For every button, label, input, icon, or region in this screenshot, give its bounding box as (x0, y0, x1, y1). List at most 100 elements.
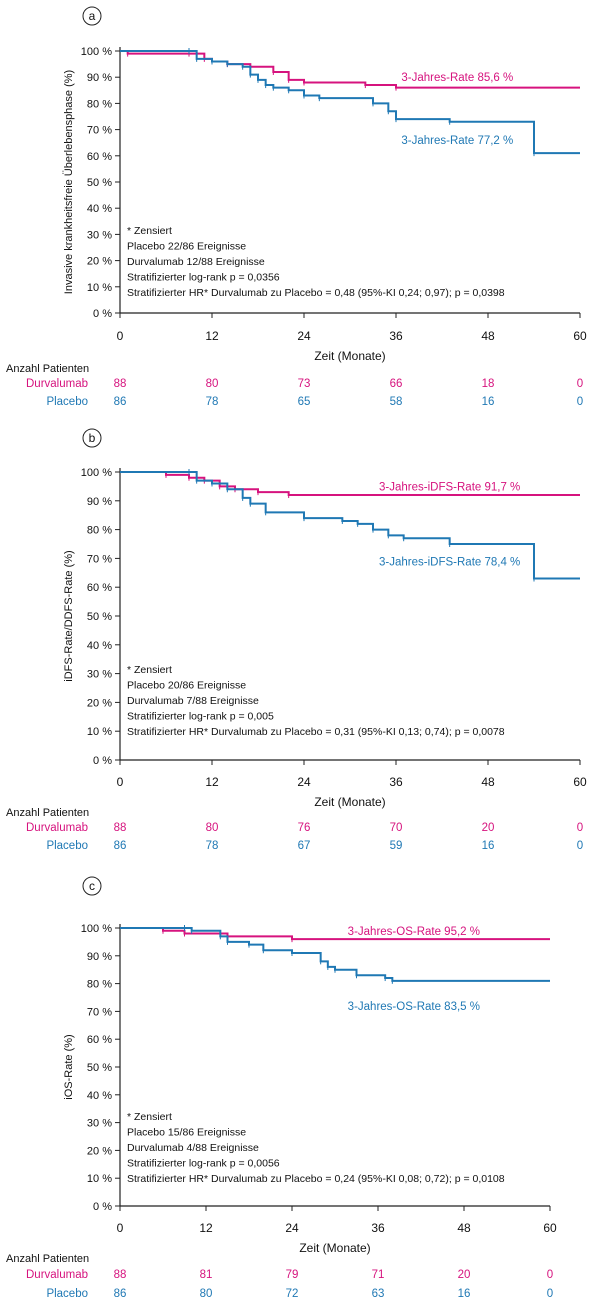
y-axis-label: Invasive krankheitsfreie Überlebensphase… (63, 70, 75, 294)
y-tick-label: 10 % (87, 282, 112, 294)
censored-note: * Zensiert (127, 664, 172, 676)
y-tick-label: 80 % (87, 98, 112, 110)
y-tick-label: 0 % (93, 308, 112, 320)
y-tick-label: 100 % (81, 467, 112, 479)
risk-count-placebo: 0 (577, 396, 583, 408)
stats-line: Durvalumab 4/88 Ereignisse (127, 1142, 259, 1154)
x-tick-label: 36 (389, 329, 403, 343)
y-tick-label: 40 % (87, 1090, 112, 1102)
x-axis-label: Zeit (Monate) (314, 349, 385, 363)
risk-row-label-durvalumab: Durvalumab (26, 378, 88, 390)
stats-line: Placebo 20/86 Ereignisse (127, 680, 246, 692)
x-tick-label: 12 (205, 775, 219, 789)
y-tick-label: 10 % (87, 726, 112, 738)
y-tick-label: 90 % (87, 72, 112, 84)
censored-note: * Zensiert (127, 1111, 172, 1123)
y-tick-label: 0 % (93, 755, 112, 767)
rate-annotation-placebo: 3-Jahres-iDFS-Rate 78,4 % (379, 556, 520, 568)
x-tick-label: 24 (297, 329, 311, 343)
y-tick-label: 70 % (87, 1006, 112, 1018)
rate-annotation-placebo: 3-Jahres-Rate 77,2 % (401, 135, 513, 147)
risk-count-durvalumab: 88 (114, 822, 127, 834)
panel-label-circle (82, 428, 102, 448)
stats-line: Stratifizierter HR* Durvalumab zu Placeb… (127, 1173, 505, 1185)
y-tick-label: 40 % (87, 203, 112, 215)
risk-count-durvalumab: 73 (298, 378, 311, 390)
x-tick-label: 60 (573, 775, 587, 789)
y-tick-label: 100 % (81, 46, 112, 58)
panel-c: c 0 % 10 % 20 % 30 % 40 % 50 % 60 % 70 % 80 % 90 %… (6, 876, 557, 1300)
risk-count-durvalumab: 80 (206, 378, 219, 390)
risk-row-label-durvalumab: Durvalumab (26, 822, 88, 834)
y-tick-label: 20 % (87, 697, 112, 709)
y-tick-label: 60 % (87, 1034, 112, 1046)
censored-note: * Zensiert (127, 225, 172, 237)
stats-line: Stratifizierter HR* Durvalumab zu Placeb… (127, 726, 505, 738)
risk-count-durvalumab: 0 (577, 378, 583, 390)
y-tick-label: 30 % (87, 669, 112, 681)
y-tick-label: 40 % (87, 640, 112, 652)
rate-annotation-placebo: 3-Jahres-OS-Rate 83,5 % (348, 1001, 480, 1013)
stats-line: Placebo 15/86 Ereignisse (127, 1127, 246, 1139)
stats-line: Placebo 22/86 Ereignisse (127, 241, 246, 253)
x-tick-label: 12 (199, 1221, 213, 1235)
y-axis-label: iDFS-Rate/DDFS-Rate (%) (63, 550, 75, 681)
y-tick-label: 80 % (87, 525, 112, 537)
rate-annotation-durvalumab: 3-Jahres-Rate 85,6 % (401, 72, 513, 84)
y-axis-label: iOS-Rate (%) (63, 1034, 75, 1099)
x-tick-label: 48 (481, 775, 495, 789)
y-tick-label: 100 % (81, 923, 112, 935)
risk-count-durvalumab: 80 (206, 822, 219, 834)
rate-annotation-durvalumab: 3-Jahres-iDFS-Rate 91,7 % (379, 481, 520, 493)
risk-count-placebo: 0 (547, 1288, 553, 1300)
x-tick-label: 48 (457, 1221, 471, 1235)
y-tick-label: 30 % (87, 1118, 112, 1130)
x-tick-label: 0 (117, 1221, 124, 1235)
stats-line: Stratifizierter HR* Durvalumab zu Placeb… (127, 287, 505, 299)
risk-count-durvalumab: 70 (390, 822, 403, 834)
risk-count-placebo: 0 (577, 840, 583, 852)
risk-count-durvalumab: 81 (200, 1269, 213, 1281)
y-tick-label: 90 % (87, 951, 112, 963)
y-tick-label: 0 % (93, 1201, 112, 1213)
stats-line: Durvalumab 12/88 Ereignisse (127, 256, 265, 268)
risk-count-durvalumab: 20 (482, 822, 495, 834)
panel-label: c (89, 879, 95, 893)
x-tick-label: 36 (389, 775, 403, 789)
y-tick-label: 10 % (87, 1173, 112, 1185)
y-tick-label: 50 % (87, 611, 112, 623)
risk-count-durvalumab: 66 (390, 378, 403, 390)
risk-count-placebo: 72 (286, 1288, 299, 1300)
x-tick-label: 12 (205, 329, 219, 343)
x-tick-label: 60 (573, 329, 587, 343)
risk-count-placebo: 80 (200, 1288, 213, 1300)
risk-count-placebo: 16 (458, 1288, 471, 1300)
risk-row-label-placebo: Placebo (46, 1288, 88, 1300)
y-tick-label: 70 % (87, 553, 112, 565)
panel-b: b 0 % 10 % 20 % 30 % 40 % 50 % 60 % 70 % 80 % 90 %… (6, 428, 587, 852)
stats-line: Stratifizierter log-rank p = 0,0356 (127, 272, 280, 284)
y-tick-label: 60 % (87, 151, 112, 163)
y-tick-label: 50 % (87, 1062, 112, 1074)
stats-line: Stratifizierter log-rank p = 0,005 (127, 711, 274, 723)
risk-count-placebo: 59 (390, 840, 403, 852)
risk-count-durvalumab: 88 (114, 378, 127, 390)
y-tick-label: 50 % (87, 177, 112, 189)
y-tick-label: 80 % (87, 979, 112, 991)
panel-label: b (89, 431, 96, 445)
risk-count-placebo: 86 (114, 396, 127, 408)
x-tick-label: 36 (371, 1221, 385, 1235)
risk-count-placebo: 58 (390, 396, 403, 408)
panel-label-circle (82, 6, 102, 26)
risk-row-label-placebo: Placebo (46, 840, 88, 852)
risk-count-placebo: 65 (298, 396, 311, 408)
y-tick-label: 70 % (87, 125, 112, 137)
x-axis-label: Zeit (Monate) (314, 795, 385, 809)
x-axis-label: Zeit (Monate) (299, 1241, 370, 1255)
risk-count-placebo: 16 (482, 840, 495, 852)
risk-count-placebo: 86 (114, 840, 127, 852)
risk-count-placebo: 78 (206, 396, 219, 408)
stats-line: Stratifizierter log-rank p = 0,0056 (127, 1158, 280, 1170)
y-tick-label: 60 % (87, 582, 112, 594)
